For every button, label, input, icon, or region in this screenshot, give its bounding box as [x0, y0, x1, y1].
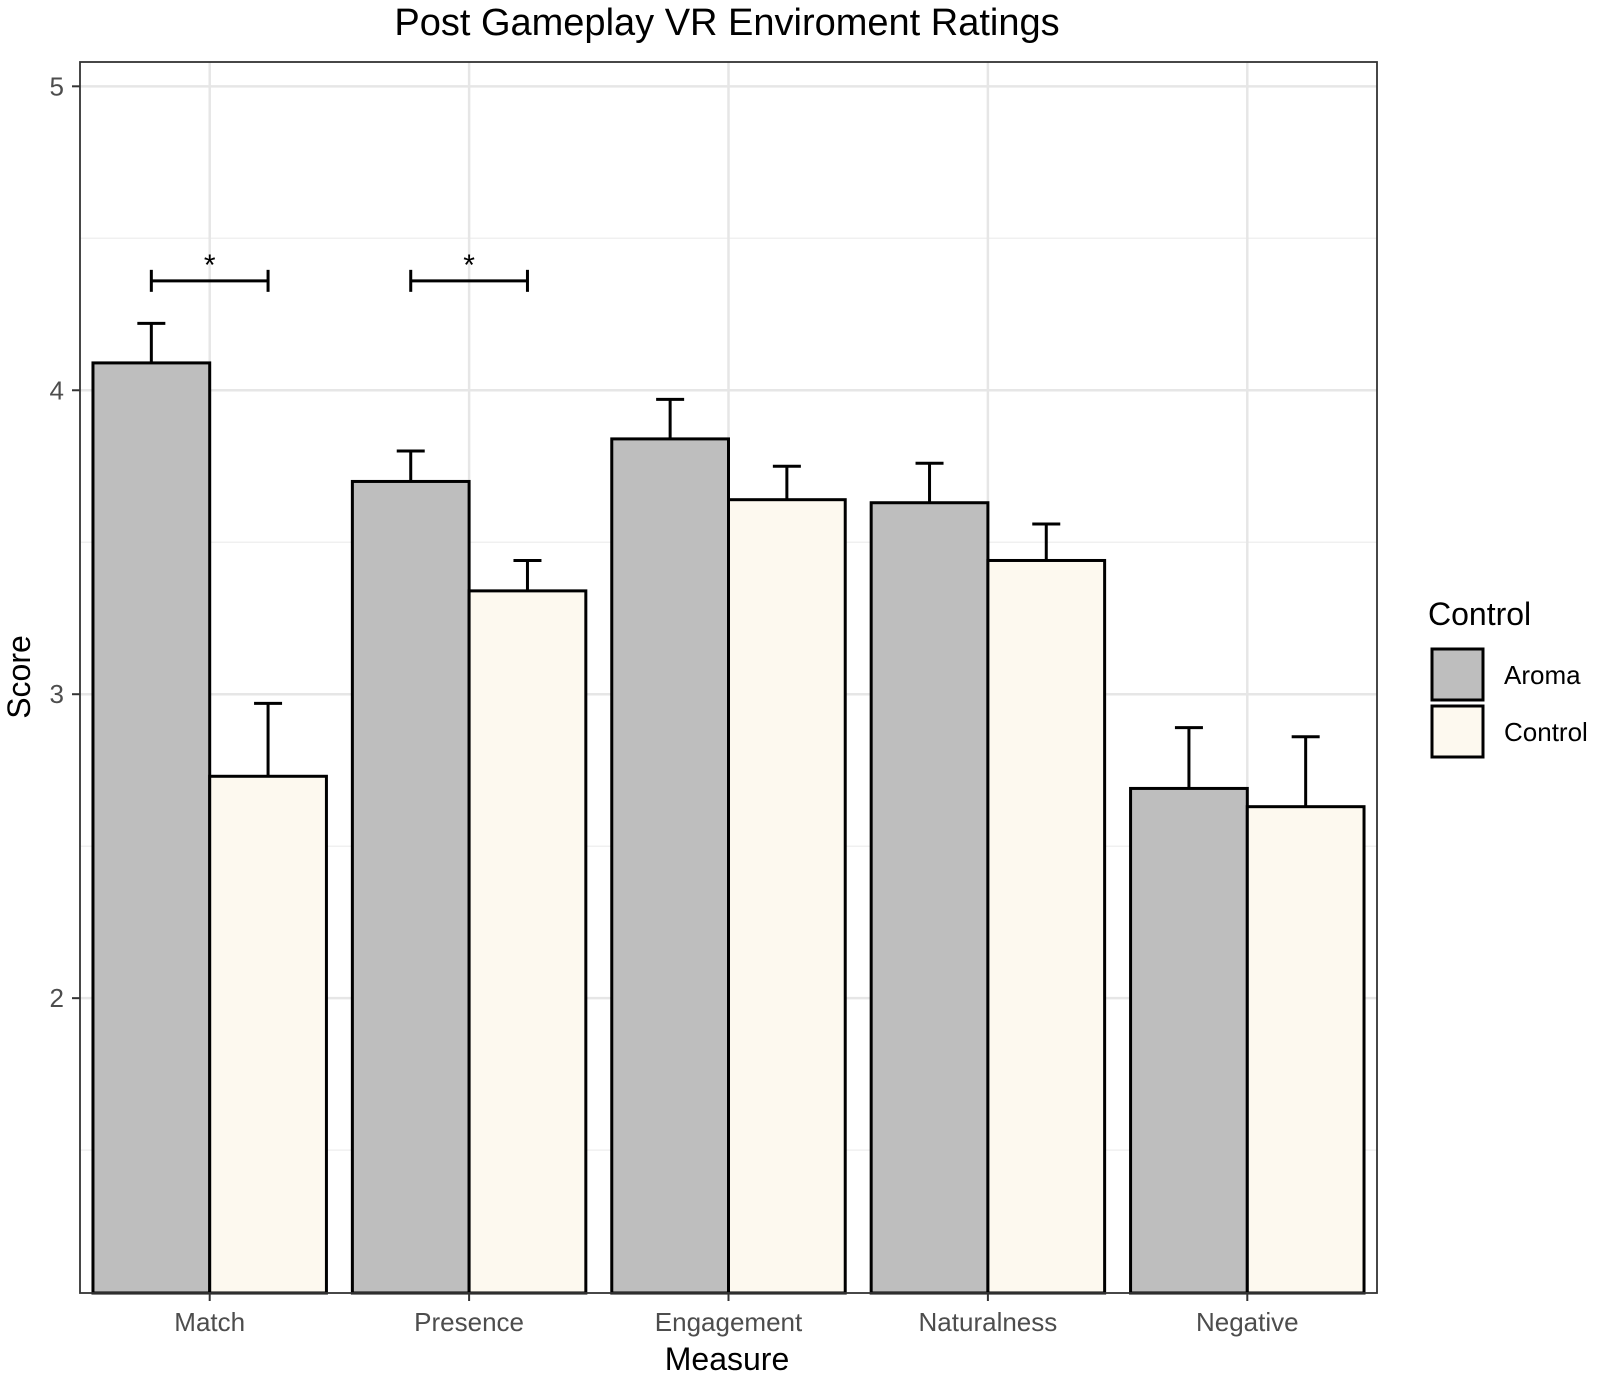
y-tick-label: 3: [50, 679, 64, 709]
bar-control: [467, 589, 588, 1295]
x-tick-label: Naturalness: [919, 1307, 1058, 1337]
legend: Control Aroma Control: [1428, 596, 1588, 759]
bar-aroma: [610, 437, 731, 1295]
x-tick-label: Match: [174, 1307, 245, 1337]
y-axis: 2 3 4 5: [50, 71, 80, 1013]
y-tick-label: 5: [50, 71, 64, 101]
bar-control: [727, 498, 847, 1295]
chart-title: Post Gameplay VR Enviroment Ratings: [394, 2, 1059, 44]
significance-markers: * *: [149, 249, 529, 292]
bar-control: [1245, 805, 1366, 1295]
x-tick-label: Negative: [1196, 1307, 1299, 1337]
legend-label-aroma: Aroma: [1504, 660, 1581, 690]
bar-control: [208, 774, 328, 1295]
bars: [91, 321, 1366, 1295]
bar-aroma: [91, 361, 212, 1295]
x-tick-label: Engagement: [655, 1307, 803, 1337]
bar-aroma: [1129, 786, 1249, 1295]
legend-items: Aroma Control: [1430, 647, 1588, 759]
y-axis-title: Score: [1, 635, 37, 719]
bar-aroma: [869, 501, 990, 1295]
x-tick-label: Presence: [414, 1307, 524, 1337]
legend-key-control: [1430, 704, 1485, 759]
bar-aroma: [350, 479, 471, 1295]
bar-control: [986, 558, 1107, 1295]
x-axis: Match Presence Engagement Naturalness Negati…: [174, 1293, 1299, 1337]
y-tick-label: 2: [50, 983, 64, 1013]
legend-label-control: Control: [1504, 717, 1588, 747]
significance-star: *: [204, 249, 216, 282]
legend-title: Control: [1428, 596, 1531, 632]
x-axis-title: Measure: [665, 1341, 790, 1377]
significance-star: *: [463, 249, 475, 282]
y-tick-label: 4: [50, 375, 64, 405]
legend-key-aroma: [1430, 647, 1485, 702]
